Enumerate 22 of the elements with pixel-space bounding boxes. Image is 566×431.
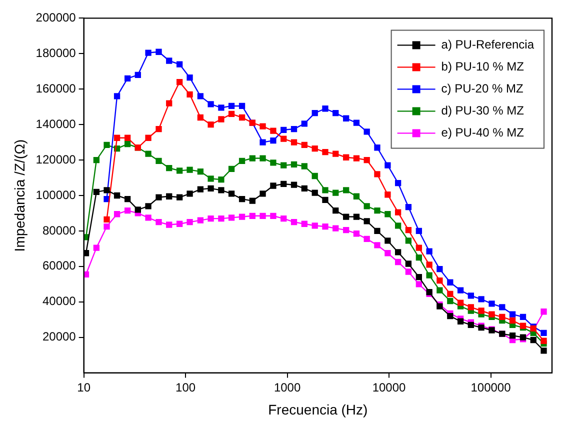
y-tick-label: 60000 (42, 258, 76, 273)
y-tick-label: 120000 (36, 152, 76, 166)
x-tick-label: 100 (176, 380, 196, 394)
x-tick-label: 10 (77, 380, 91, 394)
x-tick-label: 1000 (274, 380, 301, 394)
y-tick-label: 20000 (42, 330, 76, 344)
y-tick-label: 200000 (36, 10, 76, 25)
y-tick-label: 40000 (42, 294, 76, 308)
legend-label: d) PU-30 % MZ (441, 104, 524, 118)
x-tick-label: 100000 (470, 380, 512, 394)
y-axis-title: Impedancia /Z/(Ω) (11, 139, 28, 252)
legend-label: a) PU-Referencia (441, 38, 534, 52)
x-axis-title: Frecuencia (Hz) (268, 401, 368, 418)
y-tick-label: 100000 (36, 188, 76, 202)
legend-label: e) PU-40 % MZ (441, 126, 524, 140)
legend-label: c) PU-20 % MZ (441, 82, 524, 96)
legend-label: b) PU-10 % MZ (441, 60, 524, 74)
y-tick-label: 80000 (42, 223, 76, 238)
x-tick-label: 10000 (372, 380, 406, 394)
y-tick-label: 180000 (36, 46, 76, 60)
y-tick-label: 140000 (36, 116, 76, 131)
y-tick-label: 160000 (36, 81, 76, 96)
